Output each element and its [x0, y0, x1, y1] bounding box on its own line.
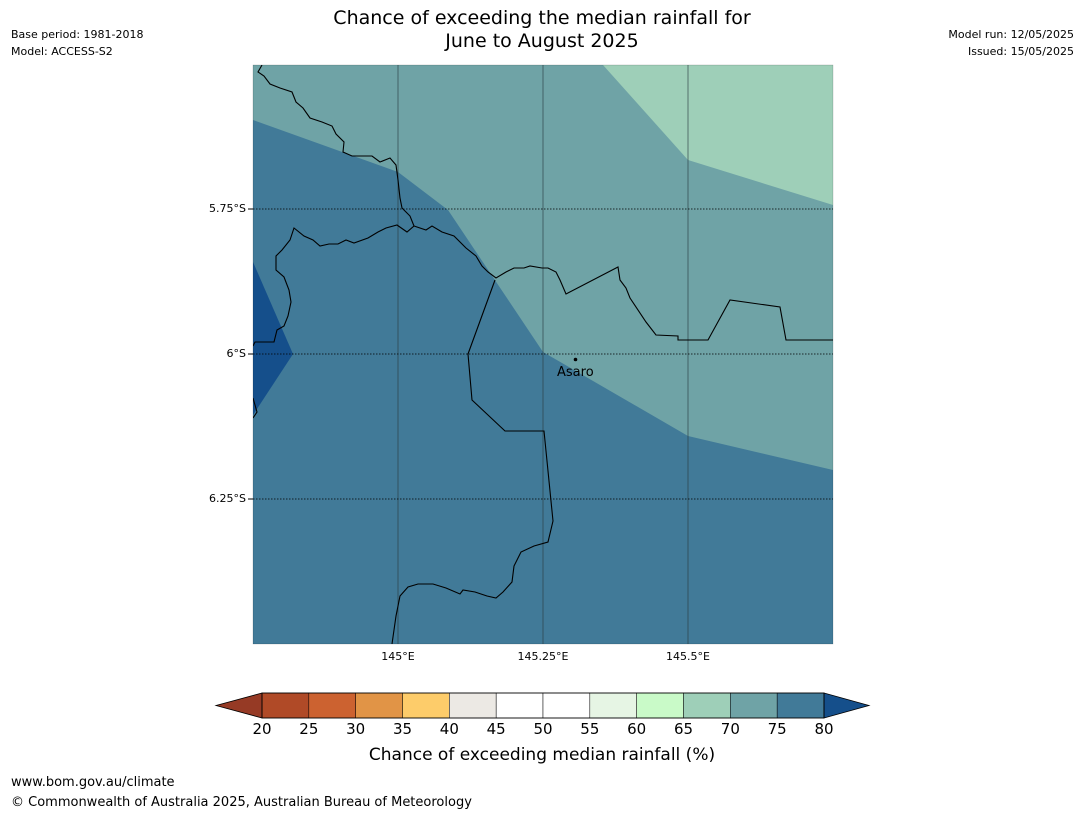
colorbar-tick-35: 35 [392, 720, 413, 738]
colorbar-tick-60: 60 [627, 720, 647, 738]
colorbar-tick-65: 65 [673, 720, 694, 738]
footer-copyright: © Commonwealth of Australia 2025, Austra… [11, 795, 472, 810]
colorbar-tick-20: 20 [252, 720, 272, 738]
lat-label-5-75s: 5.75°S [209, 202, 246, 215]
lat-label-6s: 6°S [226, 347, 246, 360]
title-line-2: June to August 2025 [445, 30, 639, 52]
colorbar-tick-45: 45 [486, 720, 506, 738]
model-info: Base period: 1981-2018 Model: ACCESS-S2 [11, 26, 143, 60]
rainfall-map [248, 64, 834, 645]
run-info: Model run: 12/05/2025 Issued: 15/05/2025 [948, 26, 1074, 60]
model-name-text: Model: ACCESS-S2 [11, 45, 113, 58]
lat-label-6-25s: 6.25°S [209, 492, 246, 505]
issued-date-text: Issued: 15/05/2025 [967, 45, 1074, 58]
title-line-1: Chance of exceeding the median rainfall … [333, 7, 751, 29]
colorbar-tick-80: 80 [814, 720, 834, 738]
colorbar-tick-50: 50 [533, 720, 553, 738]
base-period-text: Base period: 1981-2018 [11, 28, 144, 41]
place-label-asaro: Asaro [557, 365, 594, 380]
model-run-text: Model run: 12/05/2025 [948, 28, 1074, 41]
zone-over-80 [253, 262, 293, 415]
graticule [253, 65, 833, 644]
colorbar-tick-55: 55 [580, 720, 600, 738]
footer-url[interactable]: www.bom.gov.au/climate [11, 775, 175, 790]
colorbar-tick-75: 75 [767, 720, 787, 738]
lon-label-145e: 145°E [381, 650, 415, 663]
colorbar-tick-30: 30 [346, 720, 366, 738]
asaro-marker [573, 357, 578, 362]
map-title: Chance of exceeding the median rainfall … [242, 7, 842, 53]
lon-label-145-5e: 145.5°E [666, 650, 710, 663]
province-borders [253, 65, 833, 644]
colorbar-title: Chance of exceeding median rainfall (%) [368, 745, 716, 765]
colorbar-tick-70: 70 [720, 720, 740, 738]
zone-65-70 [603, 65, 833, 205]
colorbar-tick-40: 40 [439, 720, 459, 738]
colorbar-tick-25: 25 [299, 720, 319, 738]
lon-label-145-25e: 145.25°E [517, 650, 569, 663]
